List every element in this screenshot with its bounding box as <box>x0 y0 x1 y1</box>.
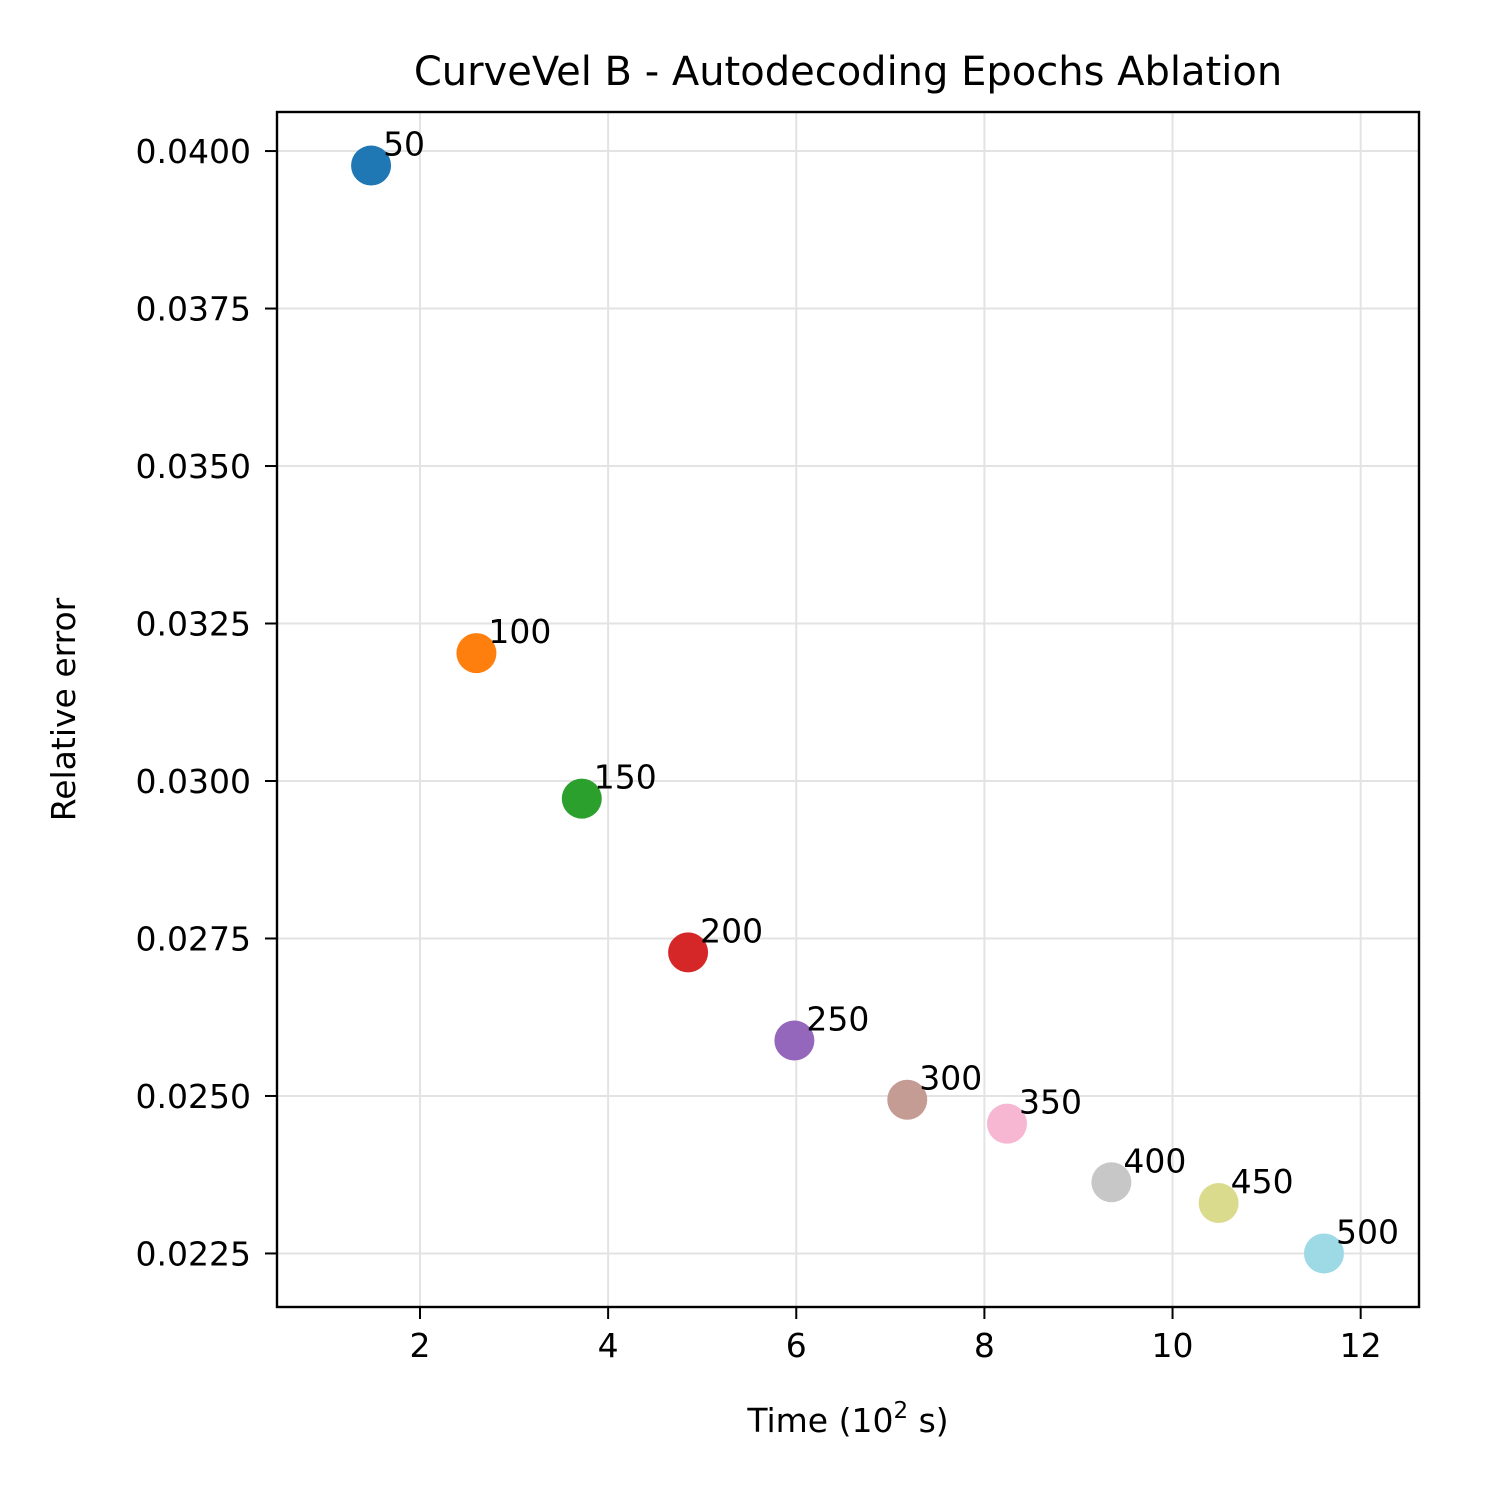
data-point-label: 150 <box>594 758 657 797</box>
x-tick-label: 8 <box>974 1326 995 1365</box>
data-point <box>456 633 497 674</box>
y-tick-label: 0.0250 <box>136 1077 251 1116</box>
data-points: 50 100 150 200 250 300 350 400 450 500 <box>351 125 1399 1274</box>
x-tick-label: 10 <box>1152 1326 1194 1365</box>
data-point <box>1303 1233 1344 1274</box>
axis-ticks: 2 4 6 8 10 12 0.0225 0.0250 0.0275 0.0300 0.0325 0.… <box>136 132 1382 1365</box>
data-point <box>887 1079 928 1120</box>
y-axis-title: Relative error <box>44 597 83 821</box>
data-point-label: 250 <box>806 1000 869 1039</box>
data-point <box>1091 1162 1132 1203</box>
x-axis-title-suffix: s) <box>908 1401 949 1440</box>
y-tick-label: 0.0350 <box>136 447 251 486</box>
data-point <box>351 145 392 186</box>
data-point <box>986 1103 1027 1144</box>
data-point-label: 50 <box>383 125 425 164</box>
y-tick-label: 0.0400 <box>136 132 251 171</box>
data-point-label: 500 <box>1336 1212 1399 1251</box>
y-tick-label: 0.0225 <box>136 1234 251 1273</box>
x-axis-title-main: Time (10 <box>746 1401 893 1440</box>
x-tick-label: 2 <box>409 1326 430 1365</box>
x-tick-label: 4 <box>598 1326 619 1365</box>
data-point-label: 350 <box>1019 1083 1082 1122</box>
y-tick-label: 0.0325 <box>136 605 251 644</box>
plot-frame <box>275 110 1421 1309</box>
y-tick-label: 0.0375 <box>136 290 251 329</box>
y-tick-label: 0.0275 <box>136 919 251 958</box>
data-point-label: 100 <box>488 612 551 651</box>
x-tick-label: 6 <box>786 1326 807 1365</box>
data-point-label: 200 <box>700 911 763 950</box>
chart-title: CurveVel B - Autodecoding Epochs Ablatio… <box>414 49 1282 95</box>
x-axis-title: Time (102 s) <box>746 1398 948 1440</box>
data-point-label: 300 <box>919 1059 982 1098</box>
data-point <box>668 932 709 973</box>
x-tick-label: 12 <box>1340 1326 1382 1365</box>
y-tick-label: 0.0300 <box>136 762 251 801</box>
grid <box>277 112 1419 1307</box>
data-point-label: 400 <box>1123 1141 1186 1180</box>
data-point-label: 450 <box>1231 1162 1294 1201</box>
data-point <box>561 778 602 819</box>
data-point <box>774 1020 815 1061</box>
data-point <box>1198 1183 1239 1224</box>
x-axis-title-superscript: 2 <box>893 1398 908 1424</box>
